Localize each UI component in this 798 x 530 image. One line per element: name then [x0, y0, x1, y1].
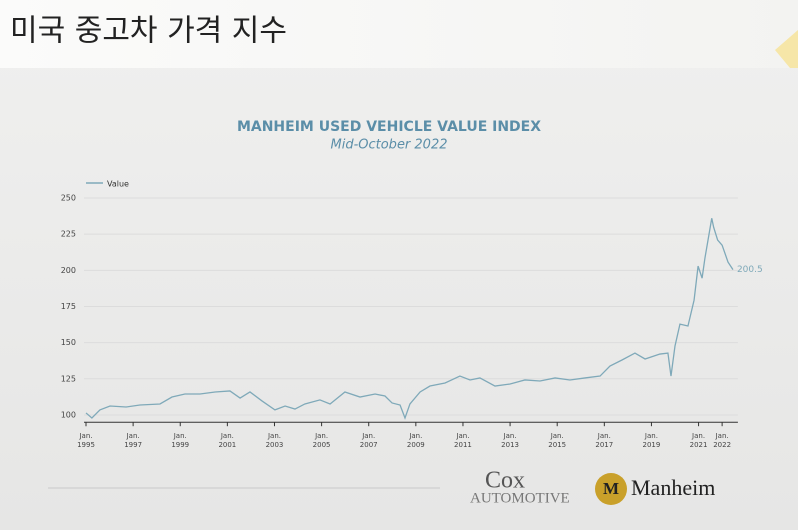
- logo-text: Manheim: [631, 475, 715, 500]
- x-tick-label: Jan. 1995: [77, 432, 95, 449]
- line-series: [85, 218, 734, 420]
- x-tick-label: Jan. 1999: [171, 432, 189, 449]
- x-tick-label: Jan. 2003: [266, 432, 284, 449]
- logo-badge-letter: M: [603, 479, 619, 498]
- corner-accent: [775, 30, 798, 68]
- y-tick-label: 200: [61, 266, 76, 275]
- chart-title: MANHEIM USED VEHICLE VALUE INDEX: [237, 119, 541, 135]
- y-tick-label: 225: [61, 230, 76, 239]
- legend-label: Value: [107, 180, 129, 189]
- slide-title: 미국 중고차 가격 지수: [10, 14, 287, 49]
- x-tick-label: Jan. 2013: [501, 432, 519, 449]
- y-tick-label: 100: [61, 410, 76, 419]
- x-tick-label: Jan. 2015: [548, 432, 566, 449]
- x-tick-label: Jan. 2007: [360, 432, 378, 449]
- y-tick-label: 150: [61, 338, 76, 347]
- y-tick-label: 175: [61, 302, 76, 311]
- logo-text: AUTOMOTIVE: [470, 490, 570, 506]
- data-label: 200.5: [737, 265, 763, 275]
- logo-badge: [595, 473, 627, 505]
- x-tick-label: Jan. 2021: [690, 432, 708, 449]
- x-tick-label: Jan. 2019: [643, 432, 661, 449]
- x-tick-label: Jan. 2009: [407, 432, 425, 449]
- x-tick-label: Jan. 2001: [218, 432, 236, 449]
- x-tick-label: Jan. 2017: [595, 432, 613, 449]
- x-tick-label: Jan. 2005: [313, 432, 331, 449]
- x-tick-label: Jan. 1997: [124, 432, 142, 449]
- chart-subtitle: Mid-October 2022: [330, 138, 447, 153]
- logo-text: Cox: [485, 468, 525, 494]
- x-tick-label: Jan. 2011: [454, 432, 472, 449]
- y-tick-label: 250: [61, 193, 76, 202]
- x-tick-label: Jan. 2022: [713, 432, 731, 449]
- y-tick-label: 125: [61, 374, 76, 383]
- title-bar: [0, 0, 798, 68]
